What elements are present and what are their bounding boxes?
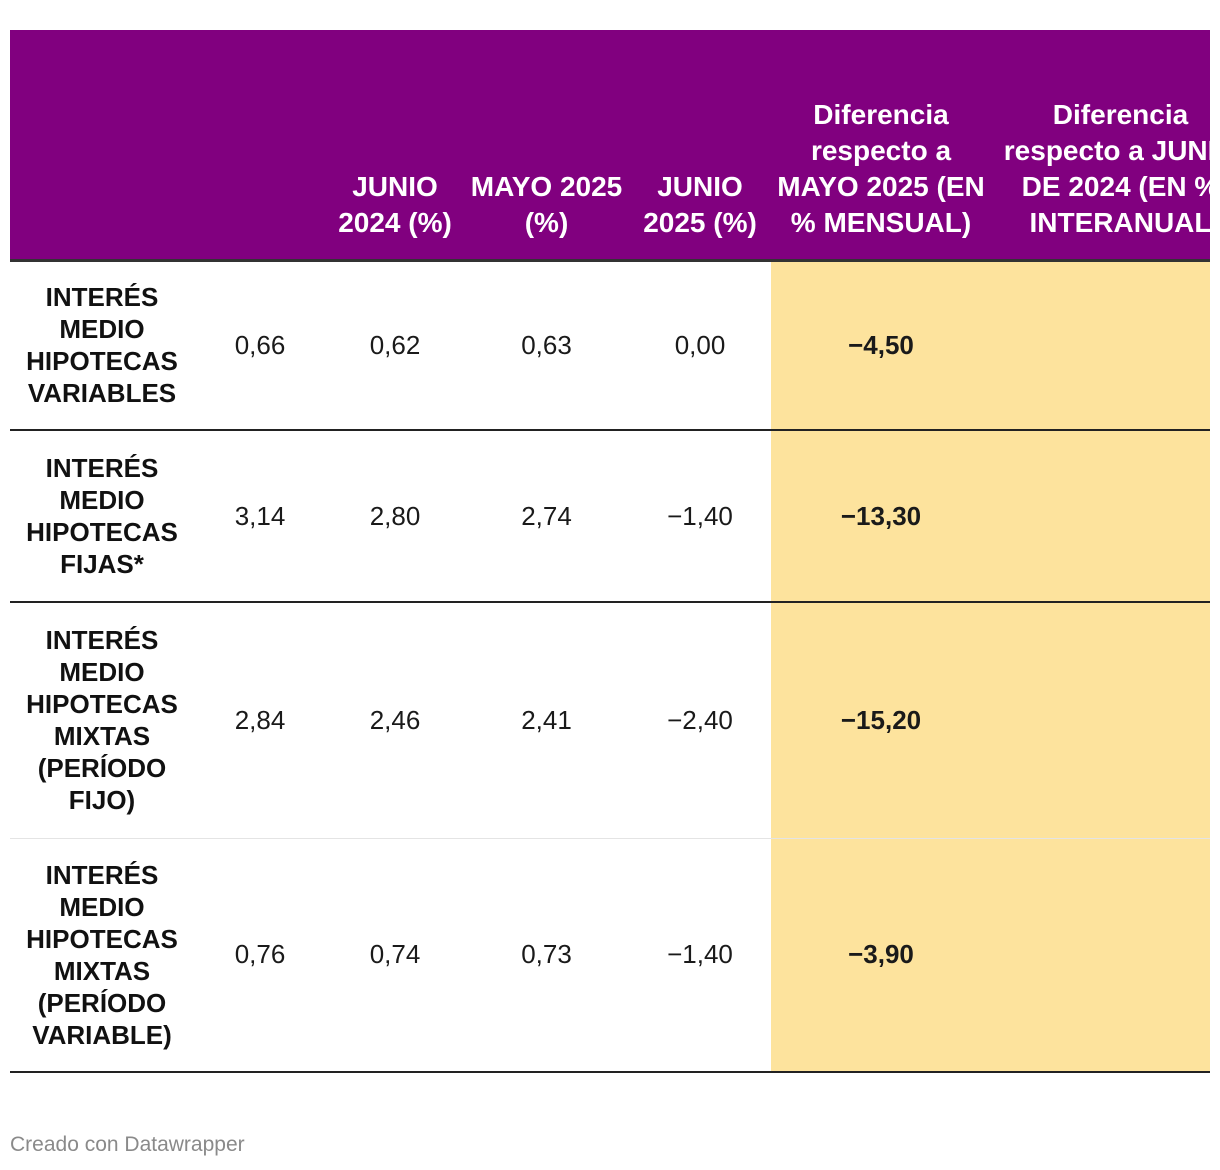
table-row: INTERÉS MEDIO HIPOTECAS MIXTAS (PERÍODO … [10,838,1210,1073]
table-cell-highlight: −13,30 [771,430,991,603]
table-cell-highlight [991,260,1210,431]
table-cell-highlight [991,602,1210,839]
table-cell: 0,66 [194,260,326,431]
header-empty-column [194,30,326,262]
table-cell: 2,41 [464,602,629,839]
table-cell: 0,00 [629,260,771,431]
row-label: INTERÉS MEDIO HIPOTECAS MIXTAS (PERÍODO … [10,838,194,1073]
table-body: INTERÉS MEDIO HIPOTECAS VARIABLES 0,66 0… [10,260,1210,1073]
table-cell: 0,74 [326,838,464,1073]
table-cell: 2,80 [326,430,464,603]
header-diff-monthly: Diferencia respecto a MAYO 2025 (EN % ME… [771,30,991,262]
table-cell: 0,76 [194,838,326,1073]
table-cell: 0,62 [326,260,464,431]
table-cell: −2,40 [629,602,771,839]
table-cell: 3,14 [194,430,326,603]
interest-rates-table: JUNIO 2024 (%) MAYO 2025 (%) JUNIO 2025 … [10,30,1210,1073]
table-row: INTERÉS MEDIO HIPOTECAS VARIABLES 0,66 0… [10,260,1210,431]
table-cell: 0,73 [464,838,629,1073]
table-row: INTERÉS MEDIO HIPOTECAS FIJAS* 3,14 2,80… [10,430,1210,603]
row-label: INTERÉS MEDIO HIPOTECAS FIJAS* [10,430,194,603]
row-label: INTERÉS MEDIO HIPOTECAS MIXTAS (PERÍODO … [10,602,194,839]
header-row: JUNIO 2024 (%) MAYO 2025 (%) JUNIO 2025 … [10,30,1210,262]
table-cell: 2,74 [464,430,629,603]
table-cell-highlight [991,430,1210,603]
header-mayo-2025: MAYO 2025 (%) [464,30,629,262]
header-junio-2025: JUNIO 2025 (%) [629,30,771,262]
table-cell-highlight: −15,20 [771,602,991,839]
row-label: INTERÉS MEDIO HIPOTECAS VARIABLES [10,260,194,431]
table-header: JUNIO 2024 (%) MAYO 2025 (%) JUNIO 2025 … [10,30,1210,262]
table-cell-highlight [991,838,1210,1073]
datawrapper-credit[interactable]: Creado con Datawrapper [10,1133,245,1156]
table-cell: 2,84 [194,602,326,839]
table-cell-highlight: −4,50 [771,260,991,431]
header-label-column [10,30,194,262]
table-cell: 2,46 [326,602,464,839]
table-cell-highlight: −3,90 [771,838,991,1073]
header-junio-2024: JUNIO 2024 (%) [326,30,464,262]
data-table-container: JUNIO 2024 (%) MAYO 2025 (%) JUNIO 2025 … [10,30,1210,1073]
table-row: INTERÉS MEDIO HIPOTECAS MIXTAS (PERÍODO … [10,602,1210,839]
table-cell: −1,40 [629,430,771,603]
table-cell: −1,40 [629,838,771,1073]
table-cell: 0,63 [464,260,629,431]
header-diff-yearly: Diferencia respecto a JUNIO DE 2024 (EN … [991,30,1210,262]
